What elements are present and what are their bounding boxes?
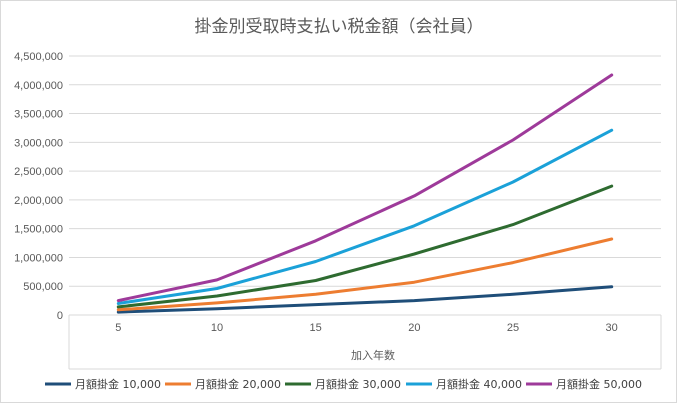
legend-item-2: 月額掛金 30,000 [285,377,401,391]
x-tick-label: 20 [408,322,420,334]
y-tick-label: 500,000 [23,281,63,293]
series-line-3 [116,128,614,305]
series-line-2 [116,184,614,309]
y-tick-label: 3,000,000 [14,137,63,149]
legend: 月額掛金 10,000 月額掛金 20,000 月額掛金 30,000 月額掛金 40… [45,377,642,391]
legend-label: 月額掛金 30,000 [315,377,401,391]
y-tick-label: 4,000,000 [14,80,63,92]
legend-item-3: 月額掛金 40,000 [406,377,522,391]
legend-label: 月額掛金 50,000 [556,377,642,391]
y-tick-label: 3,500,000 [14,109,63,121]
y-tick-label: 0 [57,310,63,322]
chart-title: 掛金別受取時支払い税金額（会社員） [195,17,484,37]
x-axis-ticks: 5 10 15 20 25 30 [115,322,618,334]
series-line-4 [116,73,614,303]
series-lines [116,73,614,314]
series-line-1 [116,237,614,312]
y-tick-label: 2,500,000 [14,166,63,178]
y-tick-label: 1,500,000 [14,224,63,236]
x-tick-label: 30 [606,322,618,334]
legend-item-1: 月額掛金 20,000 [165,377,281,391]
y-tick-label: 2,000,000 [14,195,63,207]
x-axis-title: 加入年数 [351,348,395,362]
legend-label: 月額掛金 10,000 [75,377,161,391]
legend-item-4: 月額掛金 50,000 [526,377,642,391]
series-line-0 [116,285,614,314]
y-tick-label: 4,500,000 [14,51,63,63]
y-tick-label: 1,000,000 [14,252,63,264]
x-tick-label: 25 [507,322,519,334]
legend-label: 月額掛金 20,000 [195,377,281,391]
x-tick-label: 5 [115,322,121,334]
legend-label: 月額掛金 40,000 [436,377,522,391]
x-tick-label: 15 [310,322,322,334]
y-axis-ticks: 0 500,000 1,000,000 1,500,000 2,000,000 2,500… [14,51,63,322]
legend-item-0: 月額掛金 10,000 [45,377,161,391]
gridlines [68,55,662,370]
x-tick-label: 10 [211,322,223,334]
